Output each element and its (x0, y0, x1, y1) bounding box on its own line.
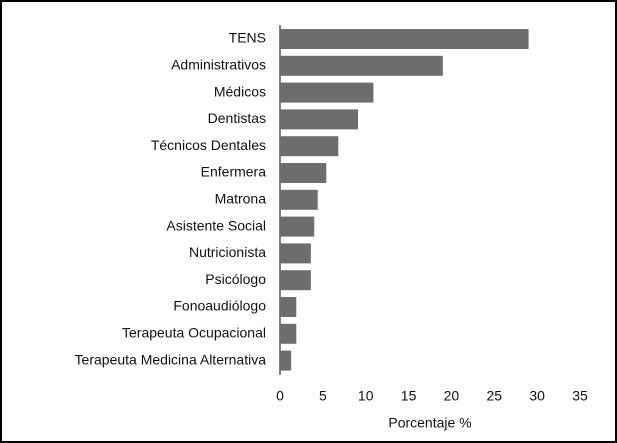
x-tick-label: 5 (319, 388, 327, 404)
x-tick-label: 25 (486, 388, 502, 404)
bar (280, 109, 358, 130)
bar (280, 243, 311, 264)
bar (280, 136, 339, 157)
y-tick-label: Administrativos (171, 57, 266, 73)
y-tick-label: Técnicos Dentales (151, 137, 266, 153)
bar (280, 163, 327, 183)
y-tick-label: Terapeuta Ocupacional (122, 325, 266, 341)
x-axis-label: Porcentaje % (388, 415, 471, 431)
y-tick-label: Enfermera (201, 164, 267, 180)
y-tick-label: Nutricionista (189, 244, 266, 260)
x-tick-label: 0 (276, 388, 284, 404)
y-tick-label: Dentistas (208, 110, 266, 126)
bar (280, 82, 374, 103)
y-tick-label: Médicos (214, 83, 266, 99)
y-tick-label: Fonoaudiólogo (173, 298, 266, 314)
y-tick-label: Psicólogo (205, 271, 266, 287)
bar (280, 297, 297, 317)
bar (280, 216, 315, 237)
x-tick-label: 10 (358, 388, 374, 404)
x-tick-label: 35 (572, 388, 588, 404)
y-tick-label: Matrona (215, 191, 267, 207)
bar (280, 350, 292, 371)
bar (280, 189, 318, 210)
x-tick-label: 30 (529, 388, 545, 404)
x-tick-label: 15 (401, 388, 417, 404)
bar (280, 29, 529, 49)
bar (280, 55, 443, 76)
x-tick-label: 20 (444, 388, 460, 404)
y-tick-label: Asistente Social (166, 217, 266, 233)
y-tick-label: Terapeuta Medicina Alternativa (75, 351, 267, 367)
bar (280, 270, 311, 291)
y-tick-label: TENS (229, 30, 266, 46)
bar (280, 323, 297, 344)
